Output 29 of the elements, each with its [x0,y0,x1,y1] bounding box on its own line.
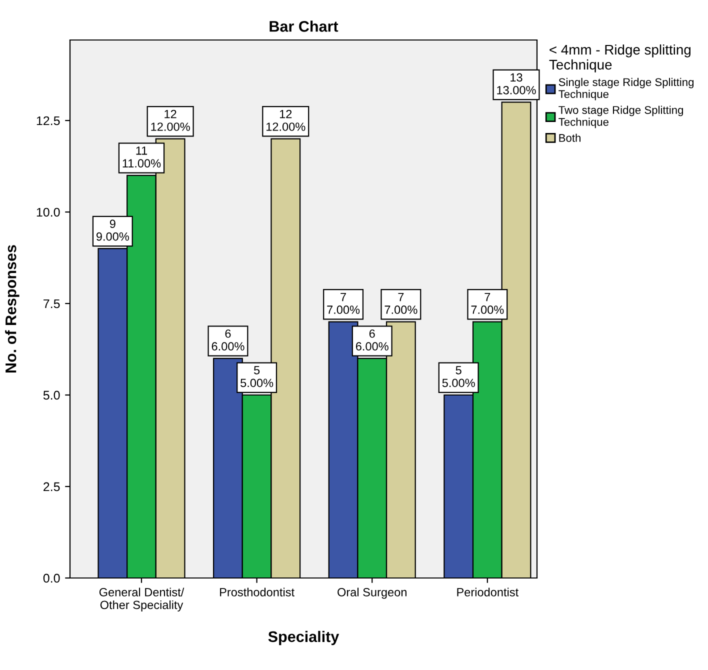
data-label: 7 7.00% [384,292,418,314]
data-label: 11 11.00% [122,146,161,168]
data-label: 12 12.00% [266,110,306,131]
legend-label: Both [559,134,580,142]
data-label: 9 9.00% [96,220,129,241]
y-tick-label: 5.0 [43,390,60,400]
y-tick-label: 7.5 [44,299,60,308]
data-label: 7 7.00% [327,292,360,314]
y-tick-label: 10.0 [36,208,60,217]
data-label: 7 7.00% [471,292,504,314]
y-tick-label: 2.5 [44,482,60,492]
data-label: 12 12.00% [151,110,190,131]
data-label: 6 6.00% [356,329,388,351]
x-tick-label: General Dentist/ Other Speciality [99,588,184,612]
x-tick-label: Oral Surgeon [338,588,406,599]
x-tick-label: Periodontist [457,588,519,596]
data-label: 5 5.00% [240,366,274,388]
data-label: 6 6.00% [212,329,244,351]
y-tick-label: 0.0 [43,574,60,583]
y-axis-title: No. of Responses [5,245,20,372]
legend-label: Single stage Ridge Splitting Technique [558,78,694,100]
y-tick-label: 12.5 [36,116,60,126]
chart-title: Bar Chart [270,20,338,32]
x-tick-label: Prosthodontist [220,588,294,596]
legend-title: < 4mm - Ridge splitting Technique [549,44,690,72]
x-axis-title: Speciality [268,630,340,646]
data-label: 5 5.00% [442,366,475,388]
data-label: 13 13.00% [497,73,536,94]
legend-label: Two stage Ridge Splitting Technique [558,106,683,128]
